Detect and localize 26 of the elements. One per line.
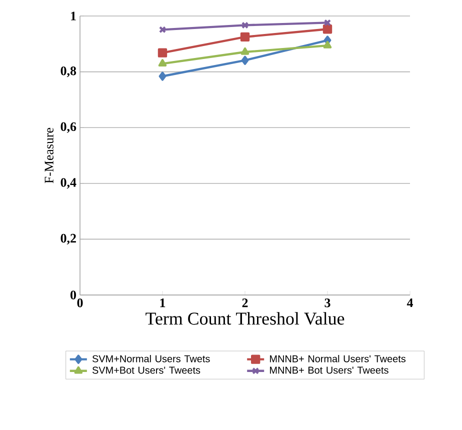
point (241, 22, 249, 29)
y-tick-label: 0,4 (60, 178, 76, 189)
x-tick-label: 4 (406, 298, 413, 308)
y-tick-label: 1 (71, 12, 76, 20)
legend-label: MNNB+ Bot Users' Tweets (270, 366, 388, 374)
point (240, 47, 250, 55)
y-axis-title: F-Measure (44, 128, 54, 184)
y-tick-label: 0,2 (60, 234, 76, 245)
legend-label: SVM+Bot Users' Tweets (92, 366, 200, 374)
point (323, 40, 332, 48)
point (158, 48, 168, 58)
y-tick-label: 0,6 (60, 122, 76, 133)
point (322, 24, 332, 34)
x-tick-label: 2 (242, 298, 248, 308)
point (158, 59, 167, 67)
x-tick-label: 3 (324, 298, 330, 308)
x-axis-title: Term Count Threshol Value (146, 312, 344, 325)
legend-label: SVM+Normal Users Twets (92, 354, 210, 362)
point (158, 72, 166, 81)
y-tick-label: 0 (70, 290, 76, 300)
x-tick-label: 1 (160, 298, 166, 308)
x-tick-label: 0 (77, 298, 83, 308)
y-tick-label: 0,8 (60, 66, 76, 78)
point (240, 32, 250, 42)
legend-label: MNNB+ Normal Users' Tweets (270, 354, 406, 362)
point (241, 56, 249, 65)
